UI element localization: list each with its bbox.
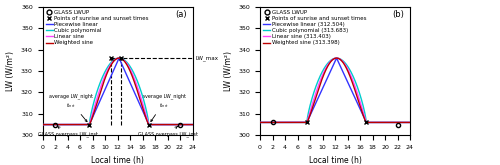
X-axis label: Local time (h): Local time (h) [308, 156, 362, 165]
Text: average LW_night
$t_{inst}$: average LW_night $t_{inst}$ [142, 94, 186, 121]
Text: average LW_night
$t_{inst}$: average LW_night $t_{inst}$ [48, 94, 92, 122]
Text: GLASS overpass LW_inst: GLASS overpass LW_inst [138, 127, 198, 137]
Legend: GLASS LWUP, Points of sunrise and sunset times, Piecewise linear (312.504), Cubi: GLASS LWUP, Points of sunrise and sunset… [263, 9, 366, 46]
Text: LW_max: LW_max [196, 55, 218, 61]
Y-axis label: LW (W/m²): LW (W/m²) [224, 51, 233, 91]
Text: (b): (b) [392, 10, 404, 19]
X-axis label: Local time (h): Local time (h) [91, 156, 144, 165]
Legend: GLASS LWUP, Points of sunrise and sunset times, Piecewise linear, Cubic polynomi: GLASS LWUP, Points of sunrise and sunset… [46, 9, 149, 46]
Y-axis label: LW (W/m²): LW (W/m²) [6, 51, 16, 91]
Text: (a): (a) [175, 10, 186, 19]
Text: GLASS overpass LW_inst: GLASS overpass LW_inst [38, 127, 98, 137]
